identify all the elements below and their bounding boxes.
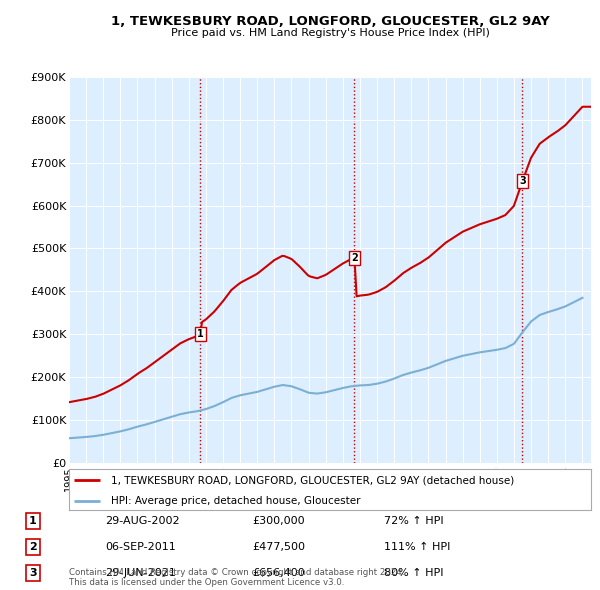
Text: 29-JUN-2021: 29-JUN-2021 (105, 568, 176, 578)
Text: 1, TEWKESBURY ROAD, LONGFORD, GLOUCESTER, GL2 9AY (detached house): 1, TEWKESBURY ROAD, LONGFORD, GLOUCESTER… (111, 475, 514, 485)
Text: 29-AUG-2002: 29-AUG-2002 (105, 516, 179, 526)
Text: 72% ↑ HPI: 72% ↑ HPI (384, 516, 443, 526)
Text: HPI: Average price, detached house, Gloucester: HPI: Average price, detached house, Glou… (111, 496, 360, 506)
Text: £300,000: £300,000 (252, 516, 305, 526)
Text: 3: 3 (29, 568, 37, 578)
Text: 1: 1 (29, 516, 37, 526)
Text: Price paid vs. HM Land Registry's House Price Index (HPI): Price paid vs. HM Land Registry's House … (170, 28, 490, 38)
Text: 06-SEP-2011: 06-SEP-2011 (105, 542, 176, 552)
Text: Contains HM Land Registry data © Crown copyright and database right 2024.
This d: Contains HM Land Registry data © Crown c… (69, 568, 404, 587)
Text: 1: 1 (197, 329, 203, 339)
Text: 111% ↑ HPI: 111% ↑ HPI (384, 542, 451, 552)
Text: 2: 2 (29, 542, 37, 552)
Text: 1, TEWKESBURY ROAD, LONGFORD, GLOUCESTER, GL2 9AY: 1, TEWKESBURY ROAD, LONGFORD, GLOUCESTER… (110, 15, 550, 28)
Text: £656,400: £656,400 (252, 568, 305, 578)
Text: £477,500: £477,500 (252, 542, 305, 552)
Text: 3: 3 (519, 176, 526, 186)
Text: 2: 2 (351, 253, 358, 263)
Text: 80% ↑ HPI: 80% ↑ HPI (384, 568, 443, 578)
